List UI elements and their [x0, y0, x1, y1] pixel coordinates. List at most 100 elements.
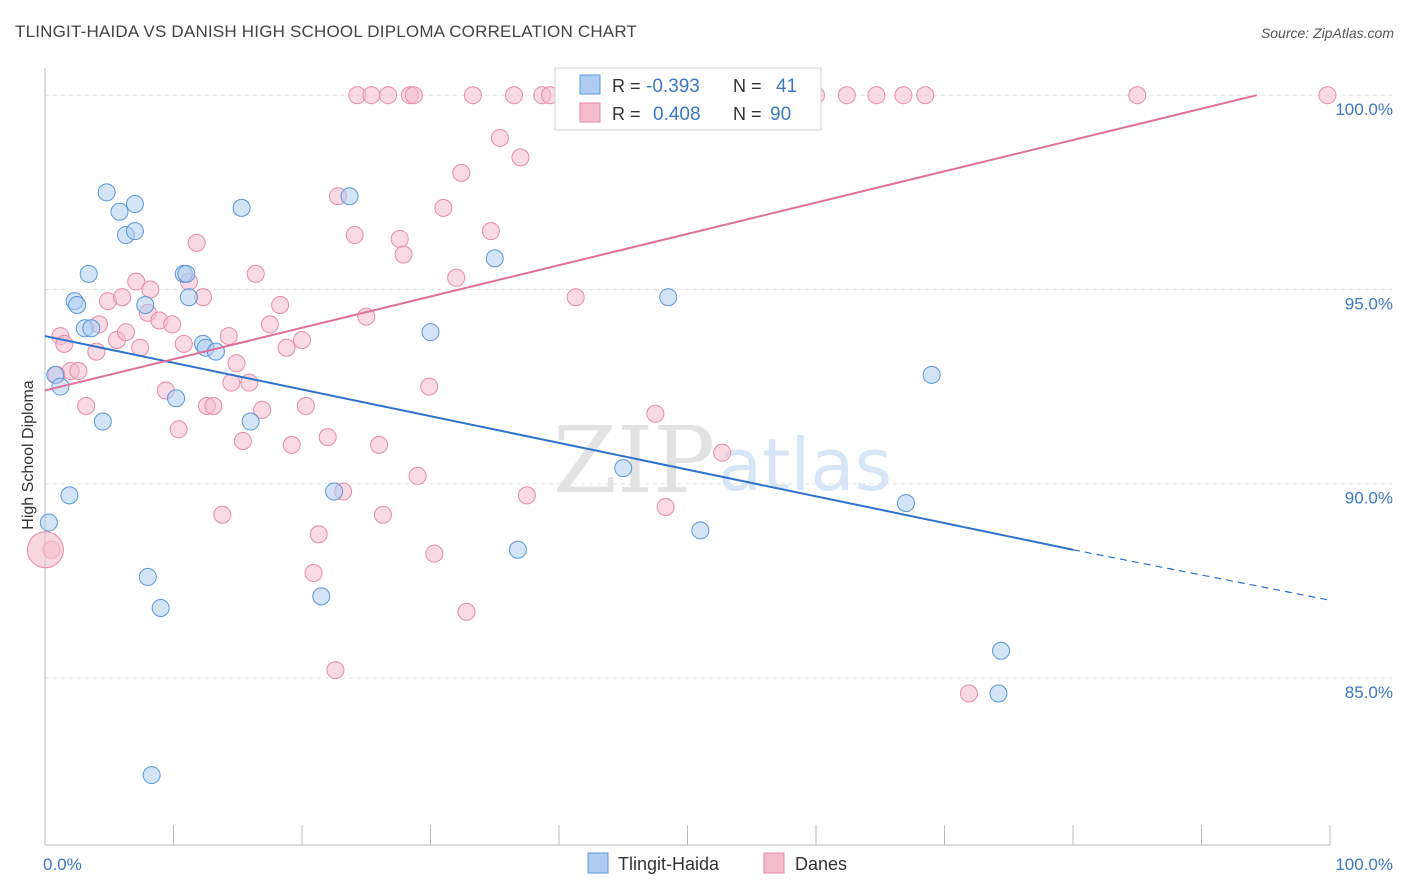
point-danes [345, 226, 364, 245]
point-danes [282, 435, 301, 454]
point-danes [373, 505, 392, 524]
point-tlingit-haida [206, 342, 225, 361]
source-credit: Source: ZipAtlas.com [1260, 25, 1394, 41]
x-tick-label-max: 100.0% [1335, 855, 1393, 874]
point-tlingit-haida [340, 187, 359, 206]
legend-r-label-1: R = [612, 76, 641, 96]
point-tlingit-haida [421, 323, 440, 342]
point-danes [253, 400, 272, 419]
point-danes [379, 86, 398, 105]
y-tick-label: 90.0% [1345, 489, 1393, 508]
point-tlingit-haida [659, 288, 678, 307]
point-danes [277, 338, 296, 357]
point-danes [457, 602, 476, 621]
point-tlingit-haida [93, 412, 112, 431]
point-danes [452, 163, 471, 182]
point-danes [425, 544, 444, 563]
point-tlingit-haida [142, 766, 161, 785]
point-tlingit-haida [97, 183, 116, 202]
legend-n-label-1: N = [733, 76, 762, 96]
y-tick-label: 100.0% [1335, 100, 1393, 119]
point-danes [187, 233, 206, 252]
y-tick-label: 85.0% [1345, 683, 1393, 702]
legend-box: R = -0.393 N = 41 R = 0.408 N = 90 [554, 67, 822, 131]
point-danes [260, 315, 279, 334]
point-tlingit-haida [138, 567, 157, 586]
point-danes [490, 128, 509, 147]
point-tlingit-haida [508, 540, 527, 559]
point-danes [1318, 86, 1337, 105]
point-tlingit-haida [312, 587, 331, 606]
point-danes [304, 564, 323, 583]
point-danes [959, 684, 978, 703]
point-tlingit-haida [241, 412, 260, 431]
x-tick-label-min: 0.0% [43, 855, 82, 874]
bottom-legend-swatch-danes [763, 852, 785, 874]
y-tick-label: 95.0% [1345, 294, 1393, 313]
point-danes [656, 498, 675, 517]
point-danes [127, 272, 146, 291]
point-tlingit-haida [136, 295, 155, 314]
point-tlingit-haida [614, 459, 633, 478]
trend-line-danes [44, 94, 1257, 392]
legend-r-value-1: -0.393 [646, 76, 700, 97]
trend-line-tlingit-haida [44, 335, 1074, 551]
point-danes [1128, 86, 1147, 105]
legend-swatch-tlingit-haida [579, 74, 601, 95]
point-danes [318, 428, 337, 447]
point-danes [326, 661, 345, 680]
point-danes [233, 431, 252, 450]
point-danes [141, 280, 160, 299]
point-danes [116, 323, 135, 342]
point-tlingit-haida [485, 249, 504, 268]
legend-n-value-2: 90 [770, 104, 791, 125]
point-danes [163, 315, 182, 334]
point-tlingit-haida [896, 494, 915, 513]
point-tlingit-haida [325, 482, 344, 501]
point-danes [309, 525, 328, 544]
y-tick-labels: 85.0% 90.0% 95.0% 100.0% [1335, 100, 1393, 702]
point-tlingit-haida [167, 389, 186, 408]
point-danes [293, 330, 311, 349]
point-tlingit-haida [39, 513, 58, 532]
legend-r-label-2: R = [612, 104, 641, 124]
bottom-legend-label-tlingit-haida: Tlingit-Haida [618, 854, 720, 874]
trend-lines [44, 94, 1331, 601]
point-danes [69, 362, 88, 381]
point-danes [169, 420, 188, 439]
bottom-legend-swatch-tlingit-haida [587, 852, 609, 874]
point-tlingit-haida [60, 486, 79, 505]
point-danes [227, 354, 246, 373]
bottom-legend-label-danes: Danes [795, 854, 847, 874]
point-tlingit-haida [125, 194, 144, 213]
legend-swatch-danes [579, 102, 601, 123]
point-danes [713, 443, 732, 462]
point-tlingit-haida [177, 264, 196, 283]
point-tlingit-haida [125, 222, 144, 241]
point-danes-large [26, 531, 64, 569]
point-danes [837, 86, 856, 105]
point-danes [213, 505, 232, 524]
point-tlingit-haida [691, 521, 710, 540]
point-tlingit-haida [151, 599, 170, 618]
point-tlingit-haida [992, 641, 1011, 660]
point-danes [420, 377, 439, 396]
point-danes [394, 245, 413, 264]
y-axis-title: High School Diploma [20, 380, 37, 530]
point-danes [408, 466, 427, 485]
point-danes [390, 229, 409, 248]
point-tlingit-haida [79, 264, 98, 283]
point-danes [370, 435, 389, 454]
series-danes-points [26, 86, 1337, 703]
legend-r-value-2: 0.408 [653, 104, 701, 125]
bottom-legend: Tlingit-Haida Danes [587, 852, 847, 874]
point-danes [434, 198, 453, 217]
point-danes [894, 86, 913, 105]
point-danes [867, 86, 886, 105]
point-danes [204, 396, 223, 415]
series-tlingit-haida-points [39, 183, 1011, 785]
point-danes [463, 86, 482, 105]
watermark: ZIP atlas [553, 407, 892, 514]
point-danes [404, 86, 423, 105]
